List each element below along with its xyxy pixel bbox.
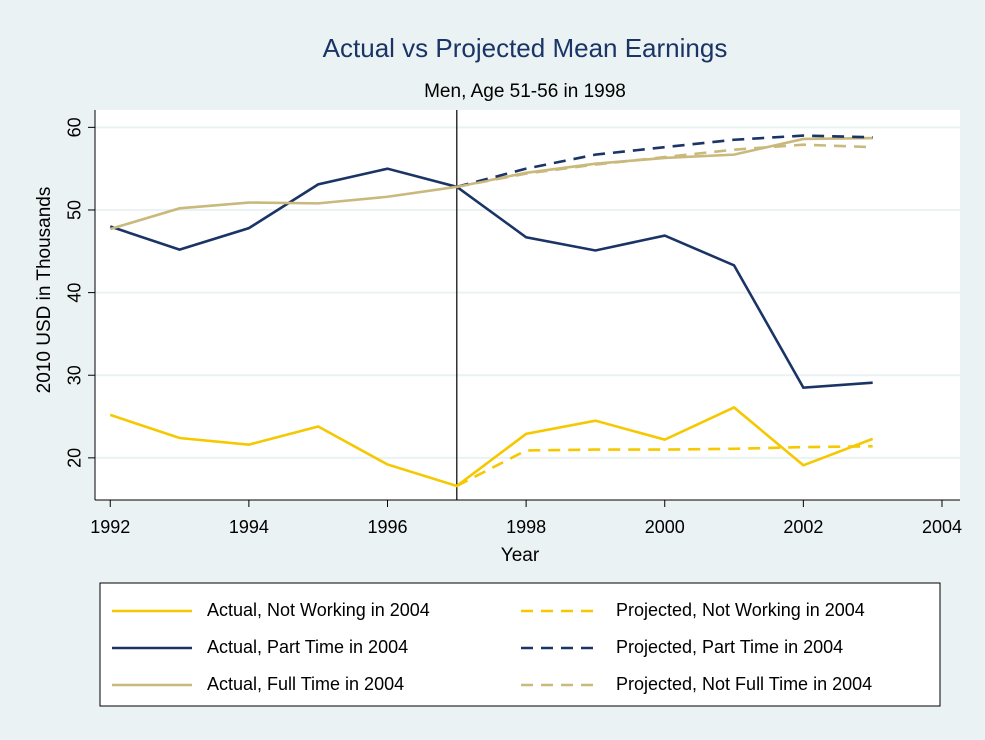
x-tick-label: 1998 bbox=[506, 517, 546, 537]
x-axis-label: Year bbox=[501, 545, 540, 566]
chart-title: Actual vs Projected Mean Earnings bbox=[323, 33, 728, 63]
chart-subtitle: Men, Age 51-56 in 1998 bbox=[424, 81, 626, 102]
legend-label: Projected, Not Full Time in 2004 bbox=[616, 674, 872, 694]
legend-label: Projected, Not Working in 2004 bbox=[616, 600, 865, 620]
legend-label: Actual, Full Time in 2004 bbox=[207, 674, 404, 694]
series-line bbox=[456, 134, 873, 189]
y-tick-label: 60 bbox=[65, 117, 85, 137]
x-tick-label: 1996 bbox=[367, 517, 407, 537]
x-tick-label: 2000 bbox=[645, 517, 685, 537]
x-tick-label: 2004 bbox=[922, 517, 962, 537]
y-tick-label: 40 bbox=[65, 283, 85, 303]
series-line bbox=[109, 136, 873, 231]
series-line bbox=[456, 143, 873, 189]
x-tick-label: 1994 bbox=[229, 517, 269, 537]
y-axis-label: 2010 USD in Thousands bbox=[34, 187, 55, 394]
series-line bbox=[109, 405, 874, 488]
legend-label: Projected, Part Time in 2004 bbox=[616, 637, 843, 657]
series-line bbox=[109, 167, 873, 389]
legend-label: Actual, Not Working in 2004 bbox=[207, 600, 430, 620]
y-tick-label: 20 bbox=[65, 448, 85, 468]
y-tick-label: 30 bbox=[65, 365, 85, 385]
plot-area bbox=[95, 110, 960, 500]
x-tick-label: 1992 bbox=[90, 517, 130, 537]
legend-box bbox=[99, 582, 941, 707]
legend-label: Actual, Part Time in 2004 bbox=[207, 637, 408, 657]
x-tick-label: 2002 bbox=[783, 517, 823, 537]
y-tick-label: 50 bbox=[65, 200, 85, 220]
